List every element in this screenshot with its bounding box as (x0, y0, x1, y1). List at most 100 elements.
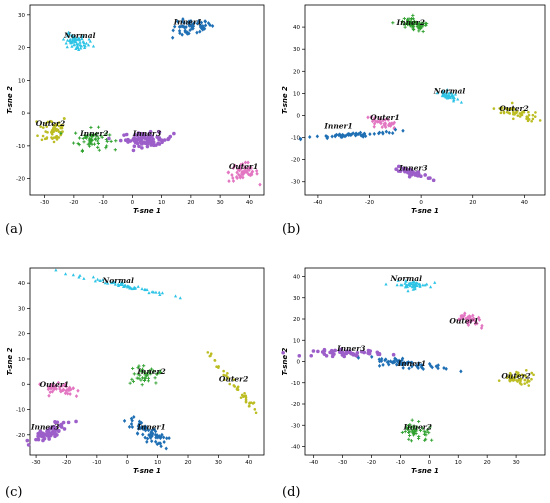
y-tick-label: 20 (293, 317, 300, 323)
scatter-point (362, 350, 367, 355)
scatter-point (55, 134, 59, 138)
scatter-point (407, 17, 411, 21)
scatter-point (51, 127, 55, 130)
scatter-point (466, 315, 470, 320)
scatter-point (435, 91, 439, 95)
scatter-point (375, 119, 380, 124)
scatter-point (62, 117, 66, 120)
scatter-point (235, 170, 239, 175)
scatter-point (57, 124, 61, 128)
scatter-point (330, 354, 335, 359)
scatter-point (404, 284, 408, 288)
scatter-point (55, 420, 60, 425)
scatter-point (258, 182, 262, 187)
scatter-point (122, 133, 126, 137)
scatter-point (97, 136, 101, 140)
scatter-point (139, 135, 143, 140)
scatter-point (525, 381, 529, 384)
scatter-point (471, 313, 475, 318)
scatter-point (136, 366, 140, 370)
x-tick-label: -10 (92, 460, 101, 466)
scatter-point (222, 373, 226, 377)
cluster-label-normal: Normal (63, 31, 96, 40)
scatter-point (242, 165, 247, 170)
scatter-point (213, 359, 217, 362)
scatter-point (425, 428, 430, 432)
scatter-point (158, 369, 162, 373)
cluster-inner1 (356, 354, 463, 374)
scatter-point (127, 424, 132, 429)
scatter-point (65, 38, 70, 42)
scatter-point (519, 380, 522, 383)
scatter-point (366, 348, 371, 353)
cluster-outer1 (38, 380, 80, 399)
scatter-point (112, 280, 116, 284)
scatter-point (139, 378, 143, 382)
scatter-point (372, 131, 377, 136)
scatter-point (413, 287, 417, 291)
scatter-point (381, 362, 385, 367)
scatter-point (52, 130, 55, 134)
scatter-point (411, 22, 415, 26)
scatter-point (159, 444, 163, 449)
scatter-point (140, 383, 144, 387)
scatter-point (61, 387, 66, 392)
scatter-point (74, 419, 78, 424)
scatter-point (338, 350, 342, 355)
scatter-point (530, 119, 533, 123)
panel-d: -40 -30 -20 -10 0 10 20 30 -40 -30 -20 -10 0 10 20 30 40… (281, 267, 546, 475)
scatter-point (532, 373, 535, 377)
y-tick-label: -10 (291, 381, 300, 387)
y-tick-label: -40 (291, 445, 300, 451)
scatter-point (141, 432, 145, 437)
scatter-point (433, 280, 437, 284)
scatter-point (165, 436, 169, 441)
x-axis-label: T-sne 1 (411, 207, 439, 215)
scatter-point (408, 430, 412, 434)
scatter-point (407, 437, 411, 441)
scatter-point (74, 46, 79, 50)
y-tick-label: -10 (16, 408, 25, 414)
scatter-point (243, 166, 247, 171)
scatter-point (452, 97, 456, 101)
scatter-point (122, 418, 127, 423)
cluster-inner2 (400, 418, 434, 443)
scatter-point (244, 169, 248, 174)
scatter-point (444, 93, 449, 97)
cluster-label-outer2: Outer2 (219, 375, 248, 384)
scatter-point (199, 20, 204, 25)
scatter-point (61, 37, 66, 41)
cluster-label-outer2: Outer2 (501, 372, 530, 381)
scatter-point (387, 362, 391, 367)
scatter-point (46, 385, 51, 390)
scatter-point (409, 439, 414, 443)
scatter-point (46, 387, 51, 392)
scatter-point (55, 138, 59, 141)
scatter-point (129, 286, 133, 290)
scatter-point (67, 387, 71, 392)
scatter-point (515, 379, 519, 382)
scatter-point (45, 125, 49, 129)
scatter-point (425, 282, 429, 286)
scatter-point (116, 284, 121, 288)
scatter-point (132, 144, 137, 149)
scatter-point (297, 353, 302, 358)
scatter-point (441, 91, 445, 95)
scatter-point (417, 362, 421, 367)
scatter-point (406, 289, 410, 293)
scatter-point (96, 277, 100, 281)
scatter-point (413, 173, 418, 177)
scatter-point (147, 371, 151, 375)
x-axis-label: T-sne 1 (133, 207, 161, 215)
scatter-point (356, 355, 361, 360)
scatter-point (243, 391, 246, 395)
scatter-point (104, 132, 108, 136)
scatter-point (413, 283, 418, 287)
scatter-point (380, 130, 385, 135)
scatter-point (66, 420, 71, 425)
cluster-outer1 (366, 114, 397, 131)
scatter-point (57, 121, 61, 124)
scatter-point (228, 382, 232, 386)
y-axis-label: T-sne 2 (6, 86, 14, 114)
y-tick-label: 10 (18, 78, 25, 84)
